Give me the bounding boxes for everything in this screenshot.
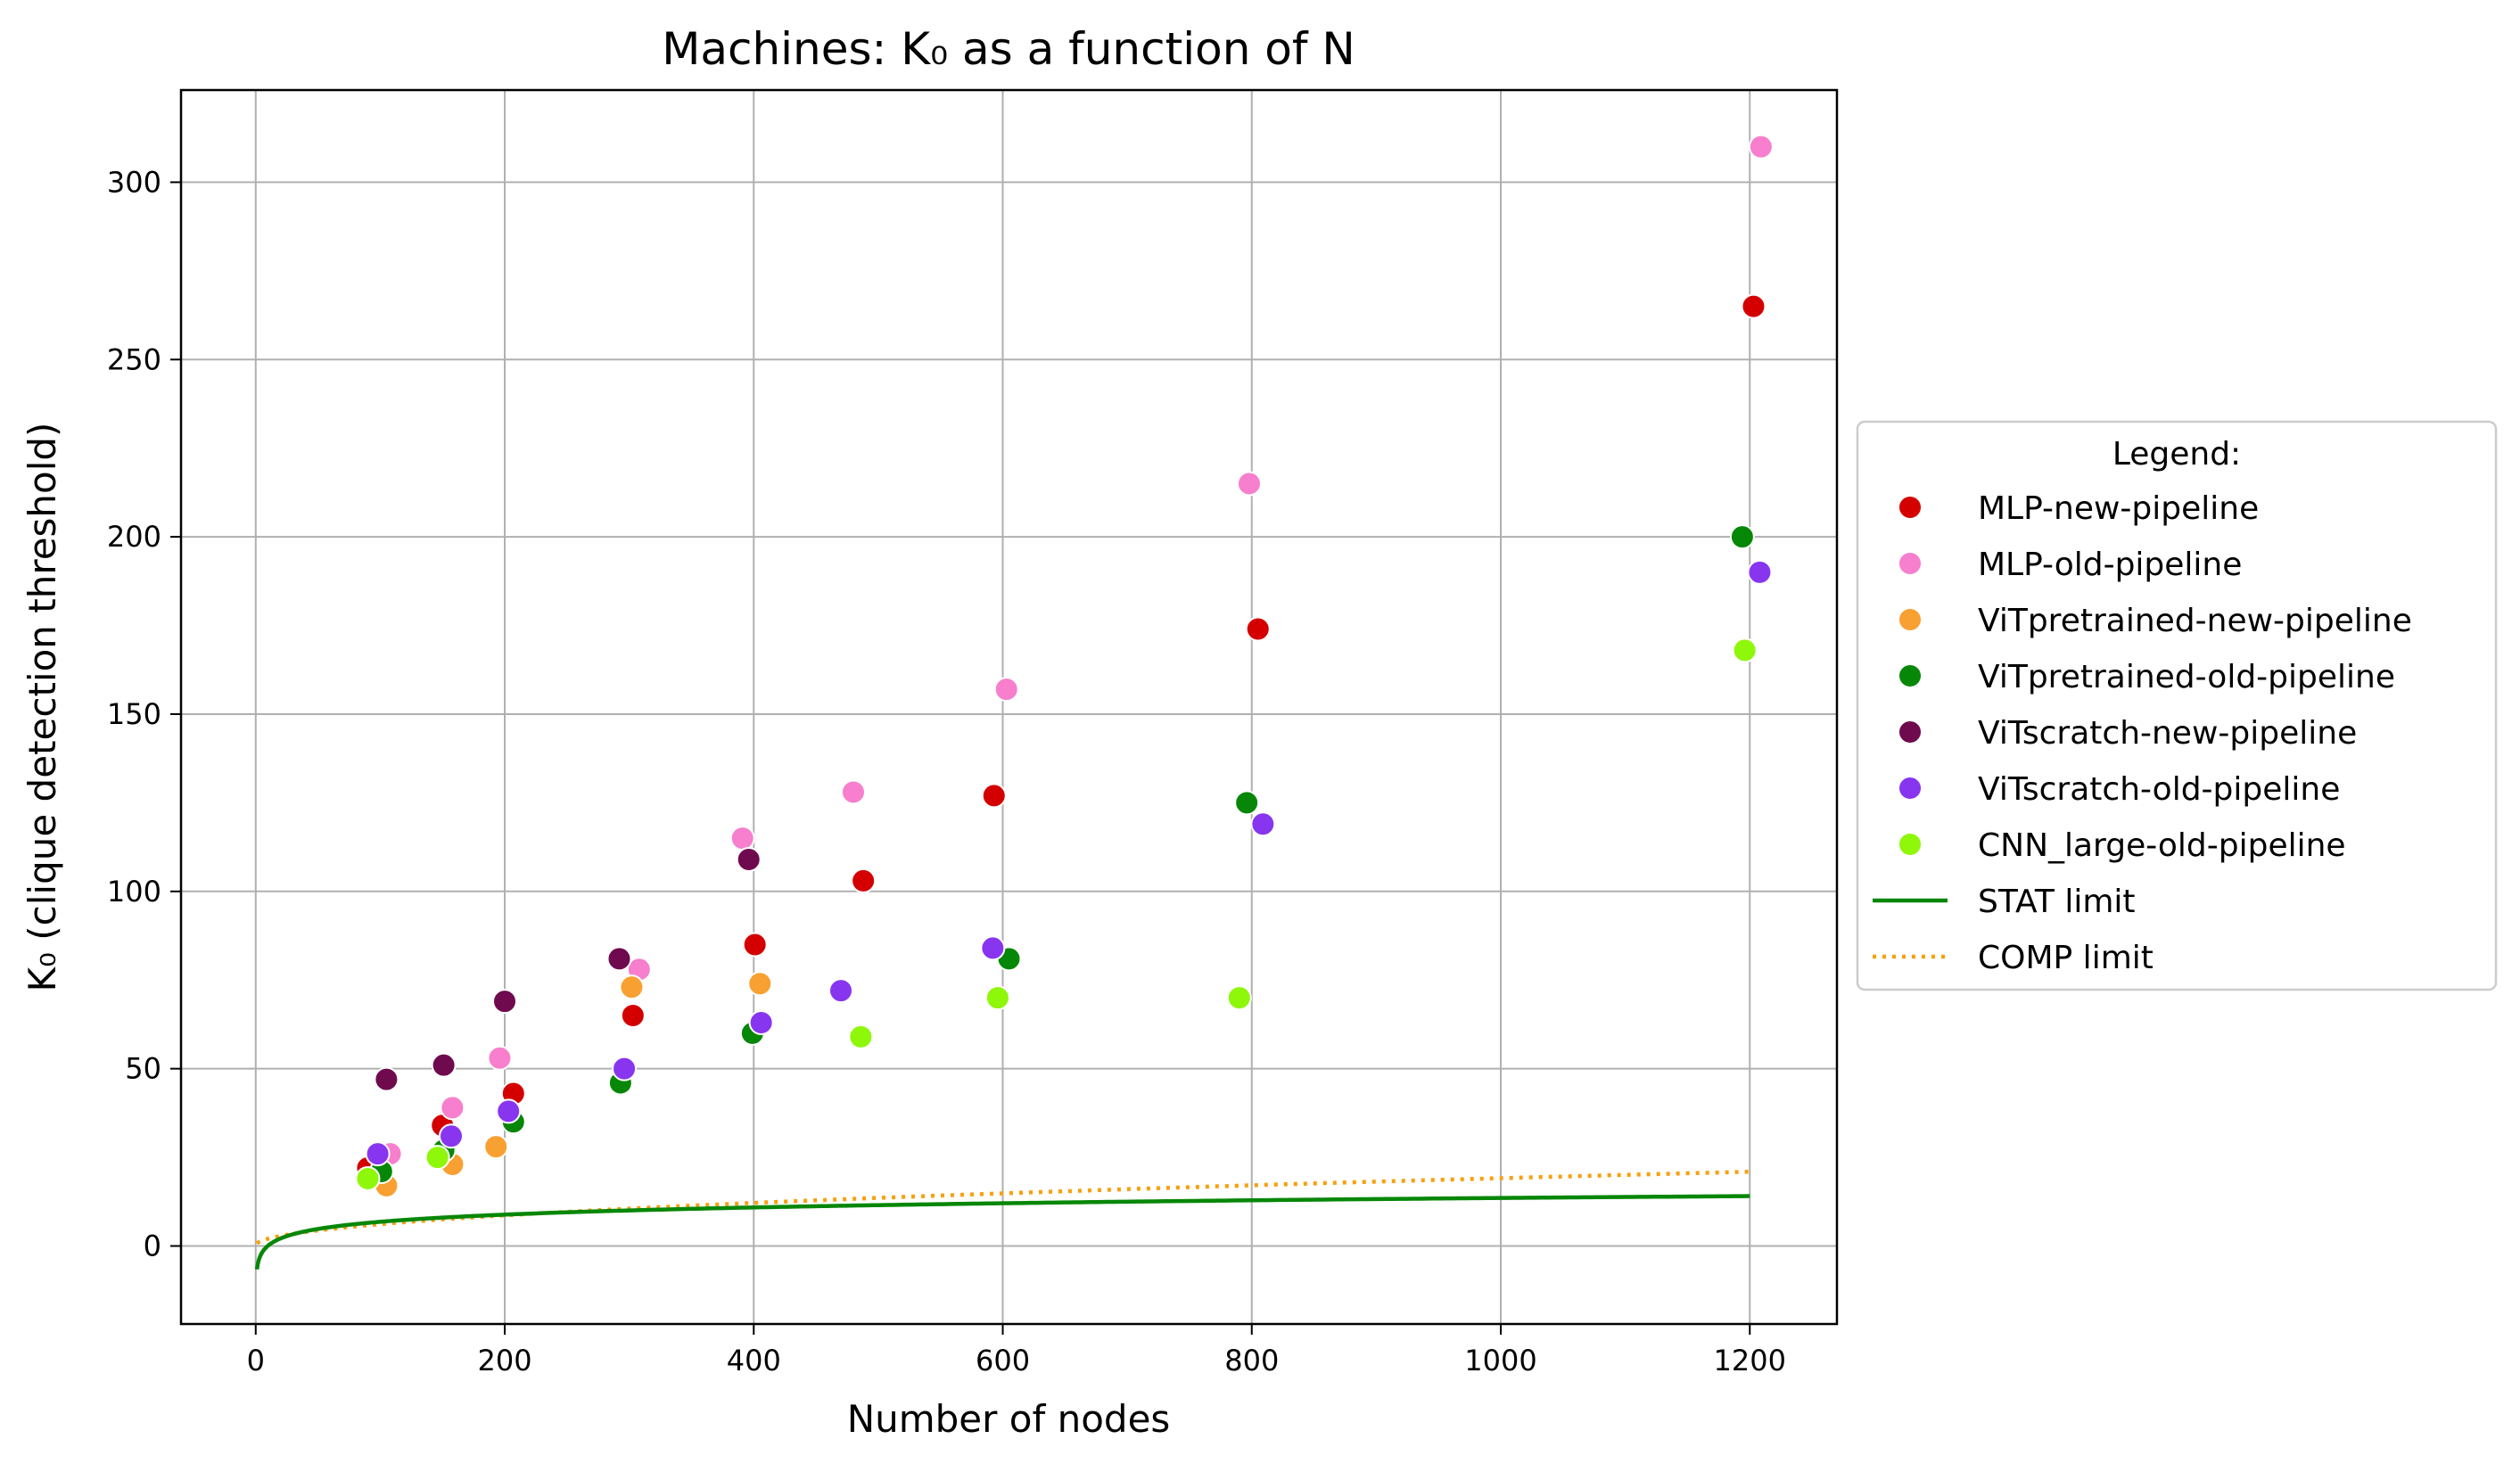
scatter-points (355, 134, 1774, 1198)
legend-title: Legend: (2112, 436, 2241, 473)
legend-marker (1898, 720, 1923, 744)
data-point (612, 1056, 638, 1081)
legend-label: ViTscratch-old-pipeline (1978, 771, 2340, 808)
data-point (1245, 616, 1271, 642)
legend-label: CNN_large-old-pipeline (1978, 827, 2346, 864)
y-tick-label: 250 (107, 342, 161, 376)
data-point (748, 1009, 774, 1035)
data-point (1234, 790, 1260, 816)
data-point (483, 1134, 509, 1160)
data-point (993, 677, 1019, 703)
x-tick-label: 0 (247, 1344, 265, 1377)
series-mlp-old-pipeline (377, 134, 1774, 1167)
data-point (438, 1123, 464, 1149)
data-point (1748, 134, 1774, 160)
data-point (729, 826, 755, 851)
y-tick-label: 300 (107, 165, 161, 199)
legend-marker (1898, 551, 1923, 576)
legend-entries: MLP-new-pipeline MLP-old-pipeline ViTpretr… (1873, 490, 2412, 976)
y-tick-label: 200 (107, 520, 161, 554)
series-vitscratch-old-pipeline (365, 559, 1773, 1167)
data-point (840, 779, 866, 805)
legend-label: COMP limit (1978, 940, 2154, 976)
data-point (1747, 559, 1773, 585)
y-axis-label: K₀ (clique detection threshold) (21, 423, 64, 992)
y-tick-label: 0 (144, 1229, 161, 1263)
legend-marker (1898, 663, 1923, 688)
y-tick-label: 50 (125, 1052, 161, 1086)
grid (181, 90, 1837, 1324)
data-point (1732, 637, 1758, 663)
series-vitpretrained-old-pipeline (368, 524, 1755, 1184)
data-point (440, 1095, 465, 1121)
legend: Legend: MLP-new-pipeline MLP-old-pipeline… (1856, 420, 2498, 991)
data-point (365, 1141, 391, 1167)
series-vitpretrained-new-pipeline (374, 971, 773, 1198)
data-point (431, 1052, 457, 1078)
data-point (487, 1045, 513, 1071)
series-cnn-large-old-pipeline (355, 637, 1758, 1191)
legend-label: ViTpretrained-new-pipeline (1978, 603, 2412, 639)
stat-limit-line (254, 1194, 1750, 1271)
series-vitscratch-new-pipeline (374, 847, 762, 1092)
data-point (980, 935, 1006, 961)
data-point (424, 1145, 450, 1171)
data-point (851, 868, 877, 893)
data-point (742, 932, 768, 958)
y-tick-label: 100 (107, 875, 161, 909)
axis-ticks: 0 200 400 600 800 1000 1200 0 50 100 150 200 250 300 (107, 165, 1786, 1377)
data-point (828, 978, 854, 1004)
legend-marker (1898, 832, 1923, 857)
data-point (492, 989, 518, 1015)
data-point (747, 971, 773, 997)
data-point (620, 1003, 646, 1028)
x-tick-label: 1000 (1464, 1344, 1536, 1377)
data-point (981, 783, 1007, 809)
data-point (1729, 524, 1755, 550)
legend-marker (1898, 607, 1923, 632)
plot-frame (179, 88, 1839, 1326)
data-point (606, 946, 632, 972)
data-point (374, 1066, 399, 1092)
x-tick-label: 200 (477, 1344, 531, 1377)
legend-label: ViTpretrained-old-pipeline (1978, 659, 2395, 695)
series-mlp-new-pipeline (355, 293, 1766, 1181)
legend-label: MLP-new-pipeline (1978, 490, 2259, 527)
data-point (1236, 471, 1262, 497)
data-point (496, 1098, 522, 1124)
y-tick-label: 150 (107, 697, 161, 731)
legend-marker (1898, 495, 1923, 520)
legend-label: ViTscratch-new-pipeline (1978, 715, 2357, 752)
data-point (355, 1165, 381, 1191)
data-point (1741, 293, 1766, 319)
data-point (619, 974, 645, 1000)
x-tick-label: 1200 (1714, 1344, 1786, 1377)
limit-lines (254, 1170, 1750, 1271)
data-point (736, 847, 762, 873)
legend-marker (1898, 776, 1923, 801)
x-tick-label: 800 (1224, 1344, 1279, 1377)
x-axis-label: Number of nodes (847, 1397, 1171, 1441)
data-point (848, 1024, 874, 1049)
x-tick-label: 400 (727, 1344, 781, 1377)
data-point (1226, 985, 1252, 1011)
data-point (1250, 811, 1276, 837)
legend-box (1856, 420, 2498, 991)
chart-title: Machines: K₀ as a function of N (662, 23, 1355, 75)
x-tick-label: 600 (976, 1344, 1030, 1377)
legend-label: STAT limit (1978, 884, 2136, 920)
data-point (984, 985, 1010, 1011)
legend-label: MLP-old-pipeline (1978, 547, 2242, 583)
